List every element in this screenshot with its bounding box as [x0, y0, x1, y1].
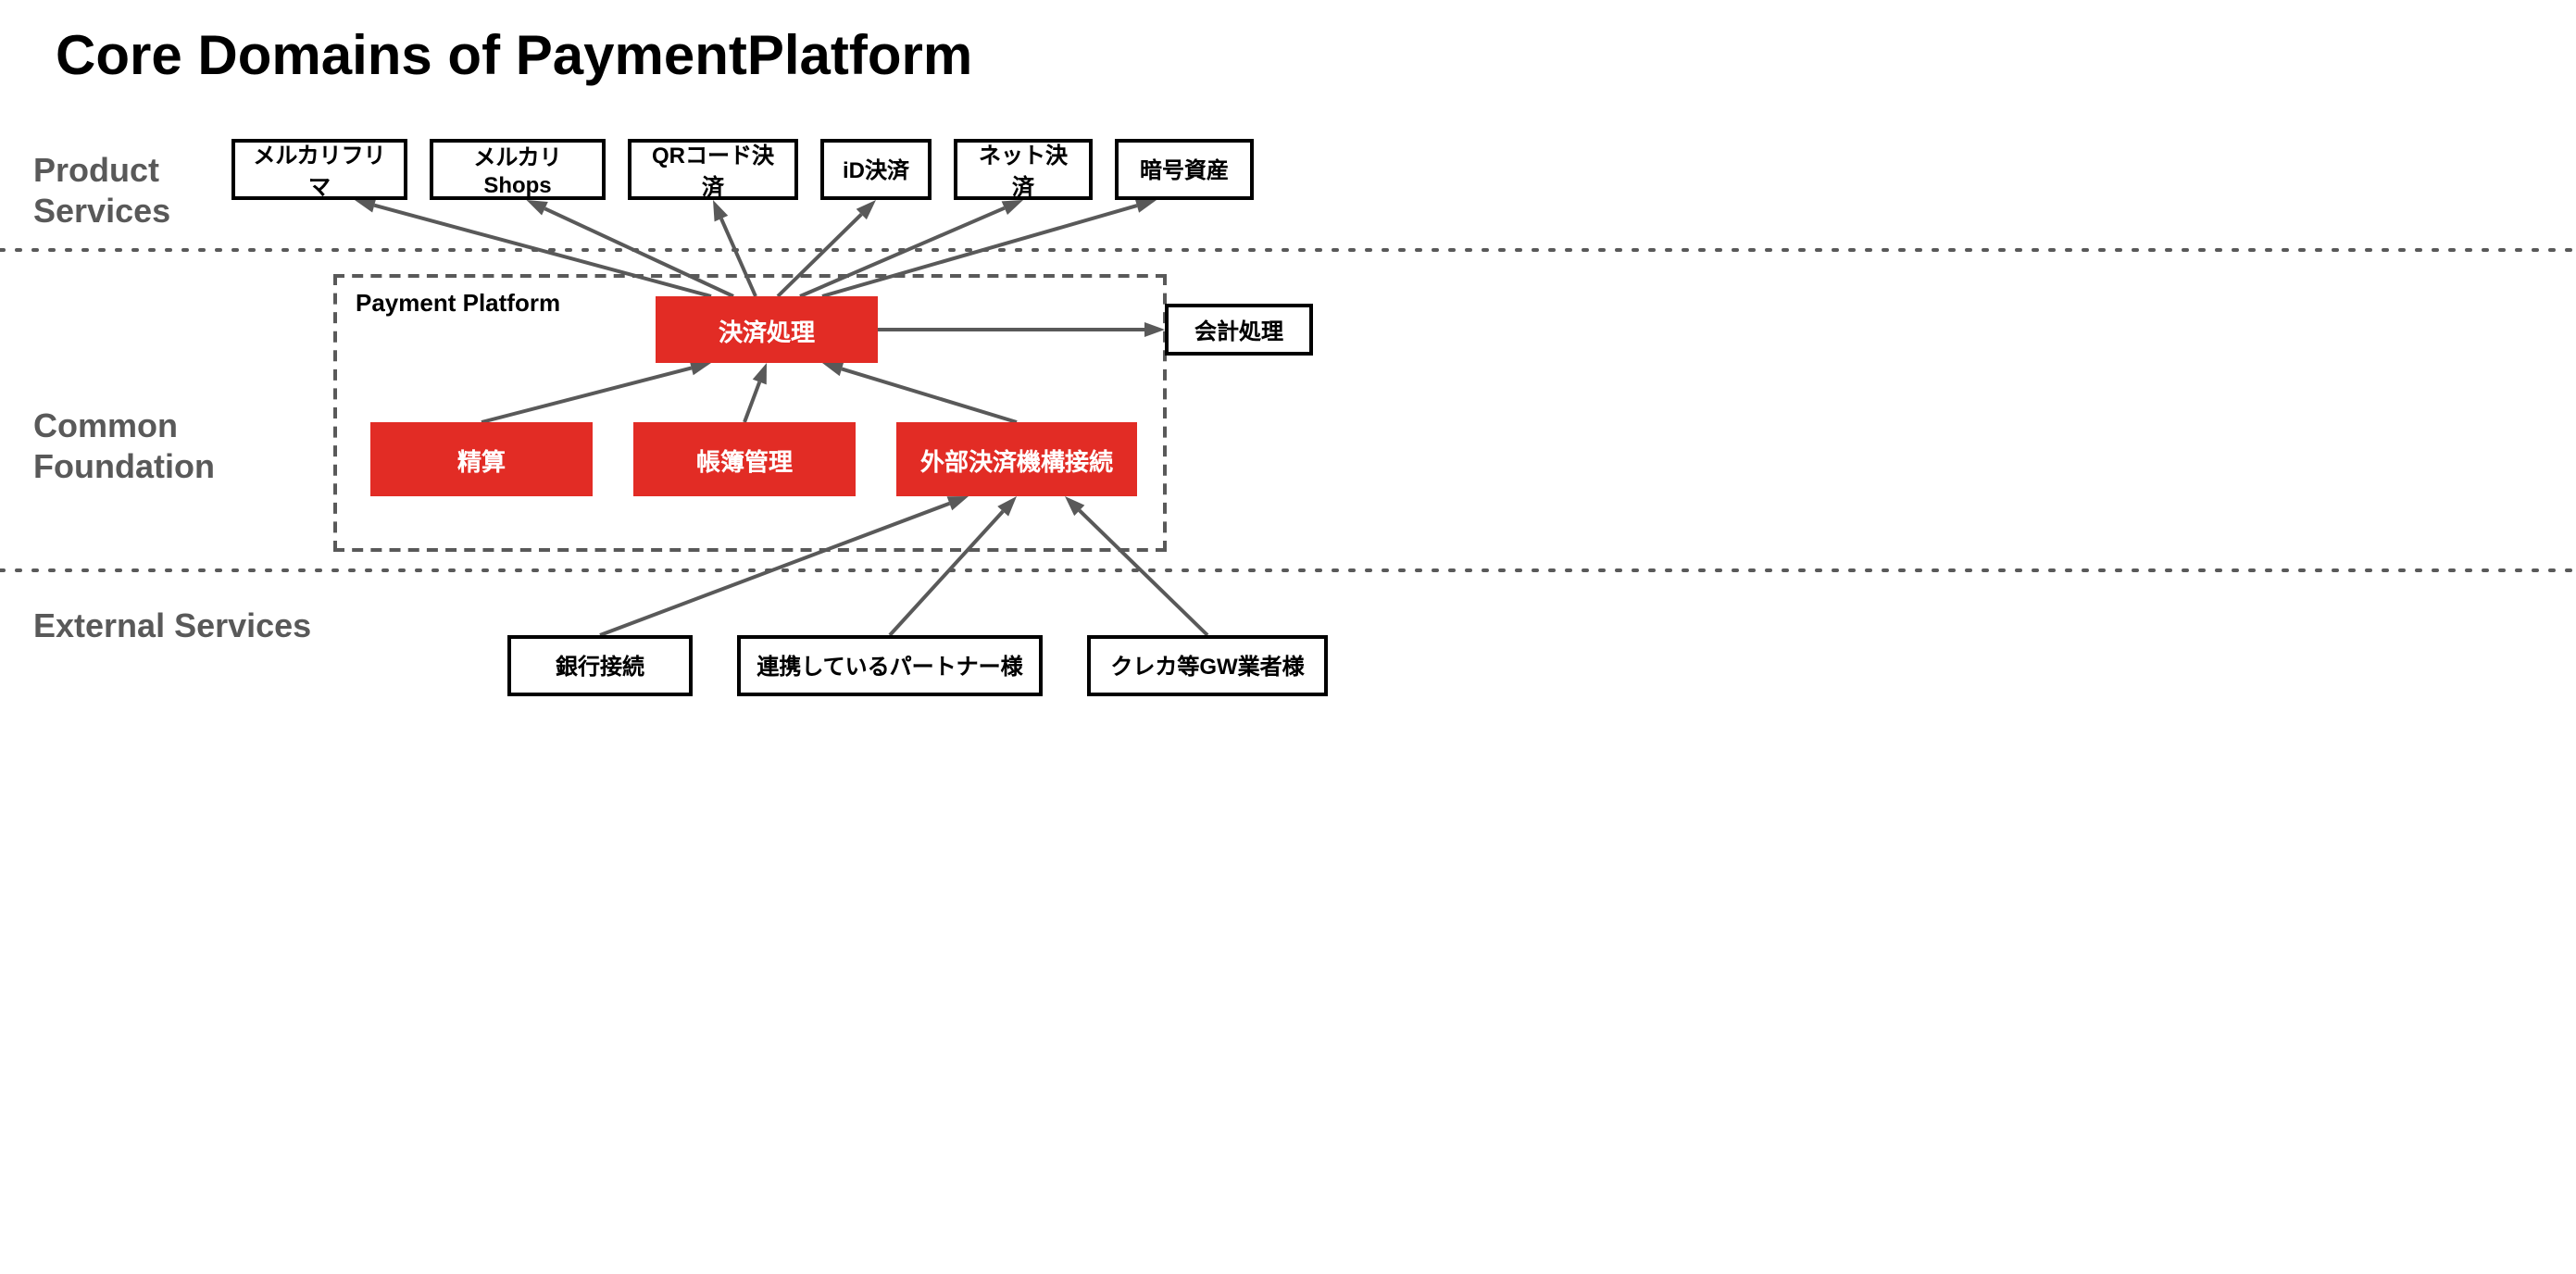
section-label-external: External Services [33, 607, 311, 647]
node-p6: 暗号資産 [1115, 139, 1254, 200]
node-ext: 外部決済機構接続 [896, 422, 1137, 496]
node-p2: メルカリShops [430, 139, 606, 200]
node-sett: 精算 [370, 422, 593, 496]
node-core: 決済処理 [656, 296, 878, 363]
page-title: Core Domains of PaymentPlatform [56, 26, 972, 89]
payment-platform-group-label: Payment Platform [356, 289, 560, 317]
node-e3: クレカ等GW業者様 [1087, 635, 1328, 696]
node-e2: 連携しているパートナー様 [737, 635, 1043, 696]
node-p5: ネット決済 [954, 139, 1093, 200]
section-label-foundation: CommonFoundation [33, 407, 215, 487]
node-acct: 会計処理 [1165, 304, 1313, 356]
section-label-products: ProductServices [33, 152, 170, 231]
node-e1: 銀行接続 [507, 635, 693, 696]
node-p3: QRコード決済 [628, 139, 798, 200]
node-p4: iD決済 [820, 139, 932, 200]
node-p1: メルカリフリマ [231, 139, 407, 200]
node-ledg: 帳簿管理 [633, 422, 856, 496]
